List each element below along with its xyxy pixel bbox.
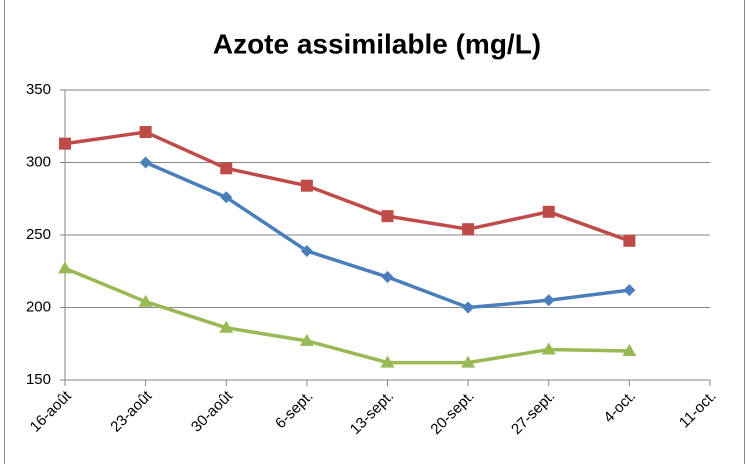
marker bbox=[461, 355, 476, 368]
marker bbox=[381, 271, 394, 284]
marker bbox=[299, 333, 314, 346]
series-line bbox=[64, 130, 630, 243]
marker bbox=[139, 156, 152, 169]
y-tick-label: 250 bbox=[26, 226, 51, 243]
marker bbox=[138, 294, 153, 307]
marker bbox=[139, 126, 152, 139]
marker bbox=[623, 234, 636, 247]
marker bbox=[59, 137, 71, 150]
chart-title: Azote assimilable (mg/L) bbox=[213, 28, 541, 59]
marker bbox=[541, 342, 556, 355]
marker bbox=[300, 244, 313, 257]
marker bbox=[219, 320, 234, 333]
y-tick-label: 200 bbox=[26, 298, 51, 315]
marker bbox=[220, 162, 233, 175]
marker bbox=[542, 294, 555, 307]
marker bbox=[220, 191, 233, 204]
marker bbox=[623, 284, 636, 297]
y-tick-label: 350 bbox=[26, 81, 51, 98]
marker bbox=[380, 355, 395, 368]
chart-frame bbox=[4, 0, 745, 464]
marker bbox=[58, 261, 72, 274]
marker bbox=[462, 223, 475, 236]
marker bbox=[542, 205, 555, 218]
marker bbox=[381, 210, 394, 223]
y-tick-label: 150 bbox=[26, 371, 51, 388]
series-line bbox=[64, 266, 630, 365]
marker bbox=[300, 179, 313, 192]
y-tick-label: 300 bbox=[26, 153, 51, 170]
marker bbox=[462, 301, 475, 314]
marker bbox=[622, 344, 637, 356]
